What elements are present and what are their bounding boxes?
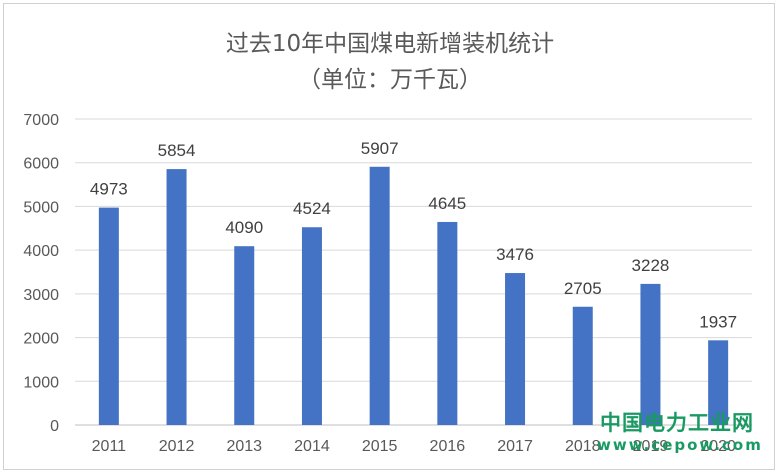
bar	[301, 227, 322, 425]
bar	[98, 207, 119, 425]
data-label: 3228	[632, 256, 670, 275]
bar	[572, 306, 593, 425]
data-label: 5854	[158, 141, 196, 160]
x-tick-label: 2012	[159, 438, 195, 455]
watermark-url: www.cepow.com	[597, 436, 763, 454]
data-label: 5907	[361, 139, 399, 158]
data-label: 3476	[496, 245, 534, 264]
y-tick-label: 2000	[23, 331, 59, 348]
x-tick-label: 2020	[700, 438, 736, 455]
chart-subtitle: （单位：万千瓦）	[298, 67, 482, 93]
data-label: 4524	[293, 199, 331, 218]
data-label: 4973	[90, 180, 128, 199]
bar	[166, 169, 187, 425]
data-label: 4645	[428, 194, 466, 213]
x-tick-label: 2019	[633, 438, 669, 455]
x-tick-label: 2017	[497, 438, 533, 455]
bar	[369, 166, 390, 425]
data-label: 2705	[564, 279, 602, 298]
y-tick-label: 3000	[23, 287, 59, 304]
bar	[234, 246, 255, 425]
y-tick-label: 7000	[23, 112, 59, 129]
y-tick-label: 6000	[23, 156, 59, 173]
x-tick-label: 2018	[565, 438, 601, 455]
y-tick-label: 5000	[23, 199, 59, 216]
data-label: 1937	[699, 312, 737, 331]
x-tick-label: 2016	[430, 438, 466, 455]
x-tick-label: 2015	[362, 438, 398, 455]
y-tick-label: 1000	[23, 374, 59, 391]
chart-title: 过去10年中国煤电新增装机统计	[225, 31, 555, 57]
x-tick-label: 2013	[226, 438, 262, 455]
watermark-logo-text: 中国电力工业网	[600, 411, 754, 435]
x-tick-label: 2011	[92, 438, 127, 455]
bar	[437, 221, 458, 425]
bar	[640, 283, 661, 425]
x-tick-label: 2014	[294, 438, 330, 455]
y-tick-label: 4000	[23, 243, 59, 260]
bar	[505, 273, 526, 425]
y-tick-label: 0	[50, 418, 59, 435]
bar	[708, 340, 729, 425]
data-label: 4090	[225, 218, 263, 237]
